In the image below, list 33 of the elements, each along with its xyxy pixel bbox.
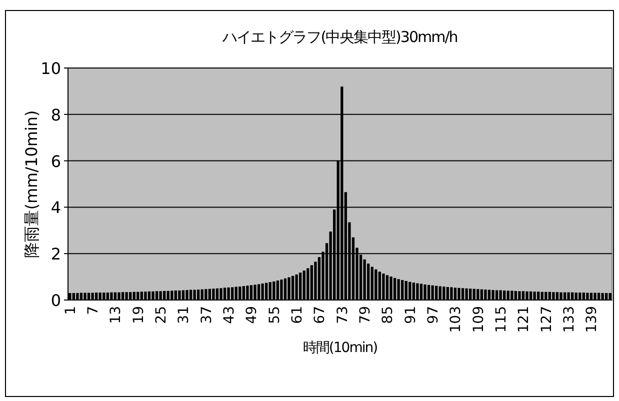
y-axis-title: 降雨量(mm/10min) (22, 110, 41, 258)
x-tick-label: 79 (358, 306, 374, 324)
x-tick-label: 19 (130, 306, 147, 324)
x-tick-label: 85 (380, 306, 396, 324)
y-tick-label: 4 (50, 198, 61, 218)
x-tick-label: 73 (334, 306, 351, 324)
x-tick-label: 55 (266, 306, 283, 324)
x-tick-label: 43 (222, 306, 238, 324)
x-tick-label: 37 (198, 306, 215, 324)
y-tick-label: 10 (40, 59, 61, 78)
x-tick-label: 31 (176, 306, 192, 324)
x-tick-label: 97 (426, 306, 442, 324)
x-tick-label: 25 (154, 306, 170, 324)
y-tick-label: 6 (50, 152, 61, 171)
x-tick-label: 49 (244, 306, 260, 324)
x-tick-label: 121 (516, 306, 532, 333)
x-tick-label: 115 (494, 306, 510, 333)
x-tick-label: 139 (584, 306, 600, 333)
x-tick-label: 61 (290, 306, 306, 324)
x-tick-label: 109 (470, 306, 487, 333)
x-tick-label: 13 (108, 306, 124, 324)
y-tick-label: 2 (50, 244, 61, 264)
x-tick-label: 7 (86, 306, 102, 315)
x-axis-title: 時間(10min) (302, 340, 378, 356)
y-tick-label: 0 (50, 291, 61, 310)
x-tick-label: 67 (312, 306, 328, 324)
x-tick-label: 91 (402, 306, 419, 324)
chart-title: ハイエトグラフ(中央集中型)30mm/h (222, 28, 458, 46)
y-tick-label: 8 (50, 105, 61, 124)
x-tick-label: 1 (62, 306, 79, 315)
x-tick-label: 127 (538, 306, 555, 333)
x-tick-label: 133 (562, 306, 578, 333)
x-tick-label: 103 (448, 306, 464, 333)
